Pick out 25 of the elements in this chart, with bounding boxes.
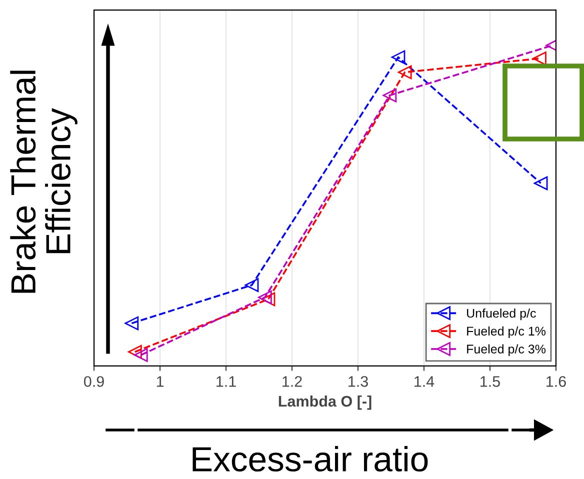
point — [128, 344, 142, 359]
x-tick-label: 1.3 — [348, 376, 368, 387]
point — [382, 88, 397, 102]
x-tick-label: 1.4 — [414, 376, 434, 387]
point — [134, 348, 148, 362]
text: Excess-air ratio — [192, 446, 428, 472]
x-tick-label: 1.2 — [282, 376, 302, 387]
point — [532, 52, 546, 66]
point — [124, 316, 139, 330]
legend-label: Fueled p/c 1% — [467, 326, 546, 338]
point — [261, 292, 276, 306]
point — [398, 65, 412, 80]
legend-label: Fueled p/c 3% — [467, 344, 546, 356]
x-tick-label: 1.5 — [480, 376, 500, 387]
point — [391, 50, 406, 64]
x-tick-label: 1.6 — [546, 376, 566, 387]
y-axis-title: Brake Thermal Efficiency — [10, 70, 78, 293]
point — [534, 176, 548, 190]
legend-label: Unfueled p/c — [467, 308, 536, 320]
x-axis-title: Lambda O [-] — [278, 395, 372, 410]
point — [258, 290, 272, 304]
x-tick-label: 1 — [156, 376, 164, 387]
x-tick-label: 1.1 — [216, 376, 236, 387]
point — [244, 278, 259, 292]
x-tick-label: 0.9 — [84, 376, 104, 387]
